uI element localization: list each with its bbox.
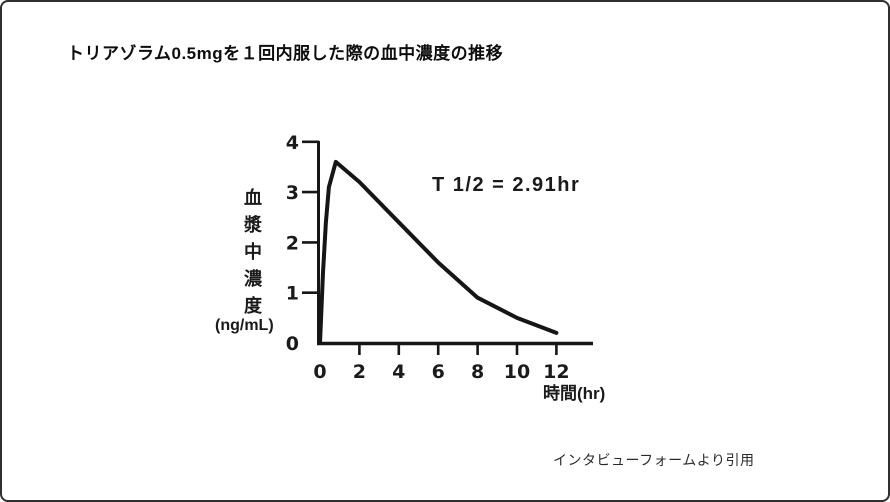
x-tick-label: 8 [471,361,484,383]
y-axis-unit-label: (ng/mL) [215,317,274,334]
y-axis-title-char: 度 [244,296,262,316]
x-axis-title: 時間(hr) [543,384,606,403]
figure-title: トリアゾラム0.5mgを１回内服した際の血中濃度の推移 [67,44,504,63]
citation-text: インタビューフォームより引用 [553,452,755,468]
x-tick-label: 6 [432,361,445,383]
y-axis-title-char: 濃 [244,269,262,289]
y-axis-title-char: 中 [244,242,262,262]
x-tick-label: 0 [313,361,326,383]
x-tick-label: 10 [504,361,530,383]
concentration-curve [318,159,559,345]
x-tick-label: 12 [543,361,569,383]
y-axis-title: 血漿中濃度 [240,185,266,320]
y-axis-title-char: 血 [244,188,262,208]
y-tick-label: 3 [286,182,299,204]
y-tick-label: 1 [286,283,299,305]
x-tick-label: 4 [392,361,405,383]
y-tick-label: 4 [286,132,299,154]
y-tick-label: 2 [286,232,299,254]
half-life-annotation: T 1/2 = 2.91hr [432,174,581,196]
y-axis-title-char: 漿 [244,215,262,235]
x-tick-label: 2 [353,361,366,383]
y-tick-label: 0 [286,333,299,355]
